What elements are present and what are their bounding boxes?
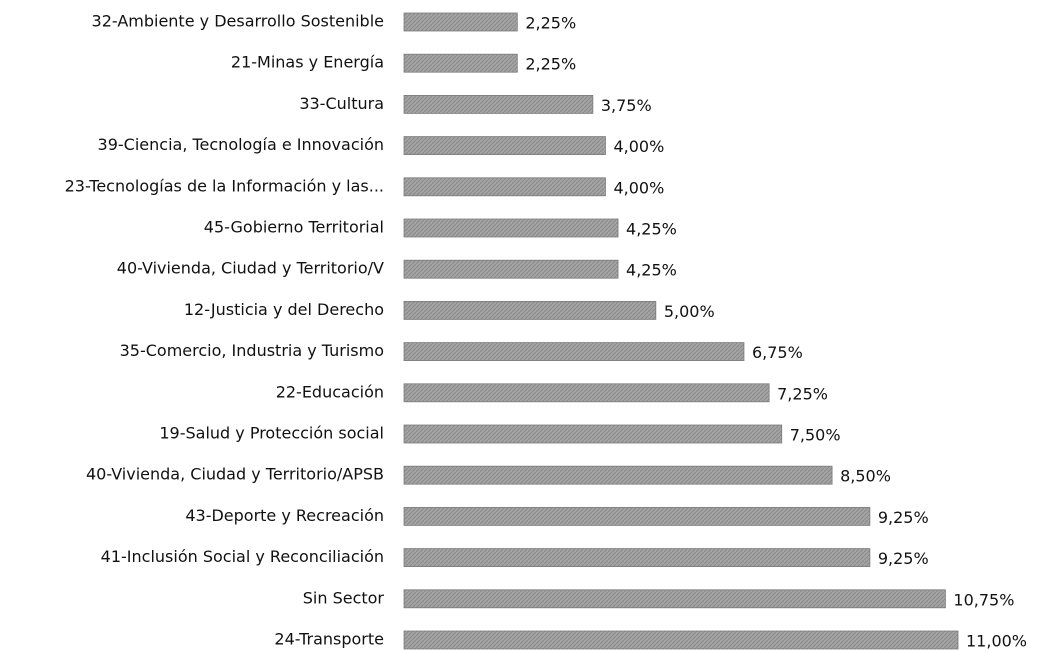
category-label: 40-Vivienda, Ciudad y Territorio/APSB: [86, 465, 384, 484]
value-label: 10,75%: [953, 590, 1014, 609]
category-label: 12-Justicia y del Derecho: [184, 300, 384, 319]
value-label: 4,25%: [626, 261, 677, 280]
bar: [403, 630, 959, 650]
bar: [403, 95, 594, 114]
category-label: 45-Gobierno Territorial: [204, 218, 384, 237]
bar: [403, 424, 783, 444]
category-label: 23-Tecnologías de la Información y las..…: [65, 176, 384, 195]
value-label: 2,25%: [525, 55, 576, 74]
bar: [403, 177, 606, 197]
category-label: 21-Minas y Energía: [231, 53, 384, 72]
category-label: 43-Deporte y Recreación: [185, 506, 384, 525]
bar: [403, 383, 770, 403]
value-label: 4,00%: [613, 178, 664, 197]
value-label: 9,25%: [878, 549, 929, 568]
bar: [403, 589, 946, 609]
category-label: 40-Vivienda, Ciudad y Territorio/V: [117, 259, 384, 278]
category-label: 33-Cultura: [299, 94, 384, 113]
value-label: 11,00%: [966, 632, 1027, 651]
value-label: 2,25%: [525, 14, 576, 33]
bar: [403, 136, 606, 156]
value-label: 7,25%: [777, 384, 828, 403]
category-label: 22-Educación: [276, 382, 384, 401]
category-label: 19-Salud y Protección social: [159, 424, 384, 443]
bar: [403, 548, 871, 567]
value-label: 5,00%: [664, 302, 715, 321]
bar: [403, 342, 745, 362]
value-label: 8,50%: [840, 467, 891, 486]
bar: [403, 300, 657, 320]
value-label: 3,75%: [601, 96, 652, 115]
category-label: Sin Sector: [303, 588, 385, 607]
category-label: 32-Ambiente y Desarrollo Sostenible: [92, 12, 384, 31]
value-label: 4,00%: [613, 137, 664, 156]
value-label: 9,25%: [878, 508, 929, 527]
category-label: 24-Transporte: [274, 630, 384, 649]
value-label: 7,50%: [790, 426, 841, 445]
value-label: 6,75%: [752, 343, 803, 362]
bar: [403, 53, 518, 73]
bar: [403, 218, 619, 238]
value-label: 4,25%: [626, 220, 677, 239]
category-label: 41-Inclusión Social y Reconciliación: [101, 547, 384, 566]
bar: [403, 259, 619, 279]
bar: [403, 506, 871, 526]
category-label: 39-Ciencia, Tecnología e Innovación: [98, 135, 384, 154]
bar: [403, 12, 518, 32]
category-label: 35-Comercio, Industria y Turismo: [120, 341, 384, 360]
bar: [403, 465, 833, 485]
